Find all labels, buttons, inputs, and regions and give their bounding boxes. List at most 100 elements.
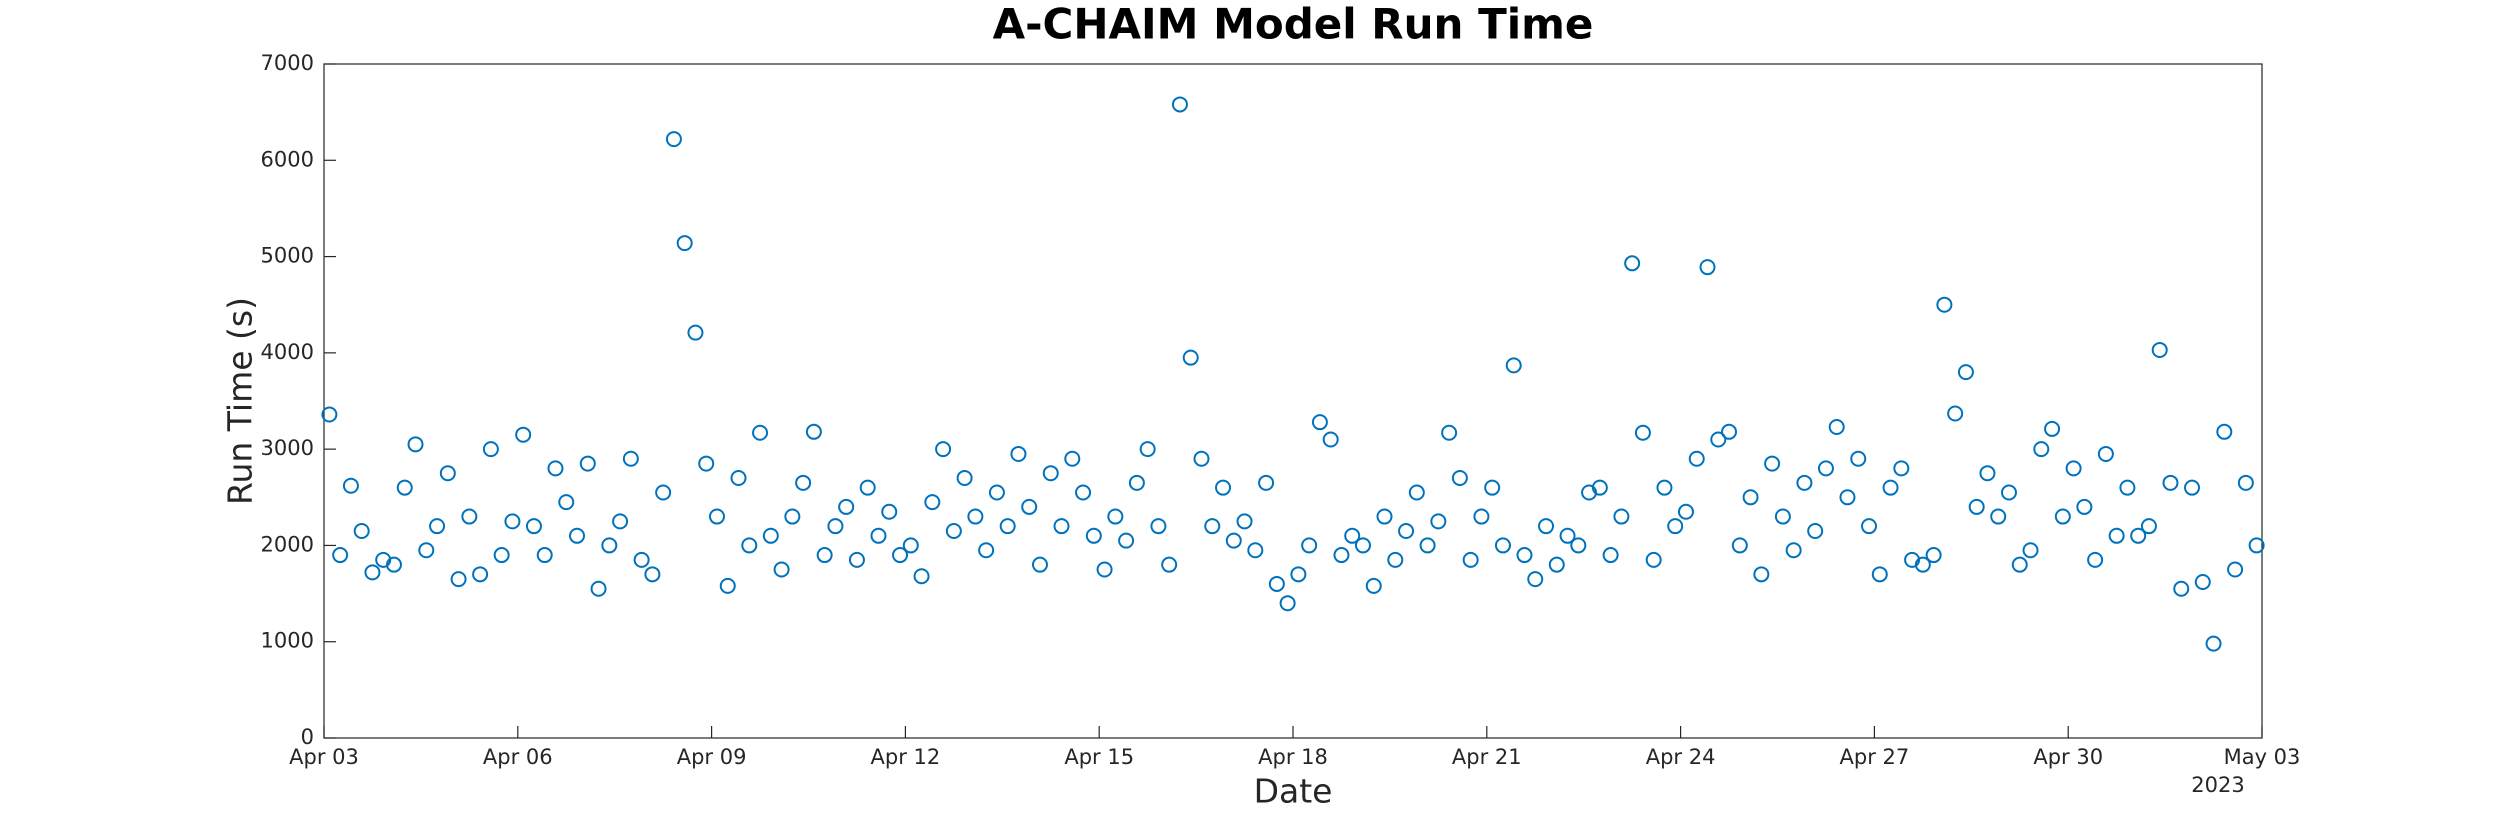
- data-point: [999, 518, 1016, 535]
- data-point: [1376, 508, 1393, 525]
- y-tick-label: 5000: [261, 244, 314, 268]
- data-point: [1602, 547, 1619, 564]
- data-point: [1634, 424, 1651, 441]
- data-point: [2140, 518, 2157, 535]
- data-point: [1430, 513, 1447, 530]
- x-tick-label: Apr 24: [1646, 745, 1716, 769]
- data-point: [752, 424, 769, 441]
- data-point: [1085, 527, 1102, 544]
- data-point: [2216, 423, 2233, 440]
- data-point: [978, 542, 995, 559]
- data-point: [719, 577, 736, 594]
- data-point: [1258, 474, 1275, 491]
- data-point: [1236, 513, 1253, 530]
- data-point: [1225, 532, 1242, 549]
- data-point: [622, 450, 639, 467]
- data-point: [332, 547, 349, 564]
- data-point: [967, 508, 984, 525]
- data-point: [1387, 551, 1404, 568]
- data-point: [1042, 465, 1059, 482]
- data-point: [1064, 450, 1081, 467]
- data-point: [2237, 474, 2254, 491]
- x-tick-label: May 03: [2224, 745, 2301, 769]
- data-point: [1215, 479, 1232, 496]
- y-tick-label: 3000: [261, 436, 314, 460]
- x-tick-label: Apr 12: [871, 745, 941, 769]
- data-point: [439, 465, 456, 482]
- data-point: [1182, 349, 1199, 366]
- y-tick-label: 0: [301, 725, 314, 749]
- data-point: [2011, 556, 2028, 573]
- data-point: [2119, 479, 2136, 496]
- data-point: [1494, 537, 1511, 554]
- data-point: [461, 508, 478, 525]
- data-point: [784, 508, 801, 525]
- data-point: [2162, 474, 2179, 491]
- data-point: [364, 564, 381, 581]
- data-point: [2065, 460, 2082, 477]
- data-point: [741, 537, 758, 554]
- data-point: [1731, 537, 1748, 554]
- data-point: [988, 484, 1005, 501]
- data-point: [1979, 465, 1996, 482]
- data-point: [321, 406, 338, 423]
- data-point: [1171, 96, 1188, 113]
- data-point: [569, 527, 586, 544]
- data-point: [1871, 566, 1888, 583]
- data-point: [1861, 518, 1878, 535]
- data-point: [482, 441, 499, 458]
- x-tick-label: Apr 06: [483, 745, 553, 769]
- data-point: [1710, 431, 1727, 448]
- data-point: [805, 423, 822, 440]
- data-point: [2194, 574, 2211, 591]
- data-point: [590, 580, 607, 597]
- data-point: [1613, 508, 1630, 525]
- data-point: [1774, 508, 1791, 525]
- data-point: [1451, 470, 1468, 487]
- data-point: [881, 503, 898, 520]
- data-point: [687, 324, 704, 341]
- data-point: [1807, 522, 1824, 539]
- data-point: [1914, 556, 1931, 573]
- y-axis-label: Run Time (s): [221, 297, 260, 505]
- data-point: [1150, 518, 1167, 535]
- data-point: [1548, 556, 1565, 573]
- data-point: [1441, 424, 1458, 441]
- data-point: [2000, 484, 2017, 501]
- data-point: [2108, 527, 2125, 544]
- data-point: [1968, 498, 1985, 515]
- data-point: [1828, 418, 1845, 435]
- data-point: [708, 508, 725, 525]
- data-point: [924, 494, 941, 511]
- data-point: [935, 441, 952, 458]
- data-point: [515, 426, 532, 443]
- data-point: [1785, 542, 1802, 559]
- data-point: [1591, 479, 1608, 496]
- data-point: [1473, 508, 1490, 525]
- data-point: [1365, 577, 1382, 594]
- data-point: [1516, 547, 1533, 564]
- data-point: [429, 518, 446, 535]
- data-point: [827, 518, 844, 535]
- data-point: [407, 436, 424, 453]
- data-point: [1947, 405, 1964, 422]
- data-point: [2054, 508, 2071, 525]
- data-point: [2097, 445, 2114, 462]
- data-point: [913, 568, 930, 585]
- data-point: [558, 494, 575, 511]
- data-point: [1688, 450, 1705, 467]
- data-point: [2184, 479, 2201, 496]
- data-point: [1247, 542, 1264, 559]
- data-point: [1128, 474, 1145, 491]
- data-point: [2205, 635, 2222, 652]
- data-point: [1570, 537, 1587, 554]
- data-point: [1096, 561, 1113, 578]
- data-point: [902, 537, 919, 554]
- data-point: [1484, 479, 1501, 496]
- data-point: [1204, 518, 1221, 535]
- data-point: [665, 131, 682, 148]
- data-point: [2044, 420, 2061, 437]
- data-point: [2248, 537, 2265, 554]
- data-point: [579, 455, 596, 472]
